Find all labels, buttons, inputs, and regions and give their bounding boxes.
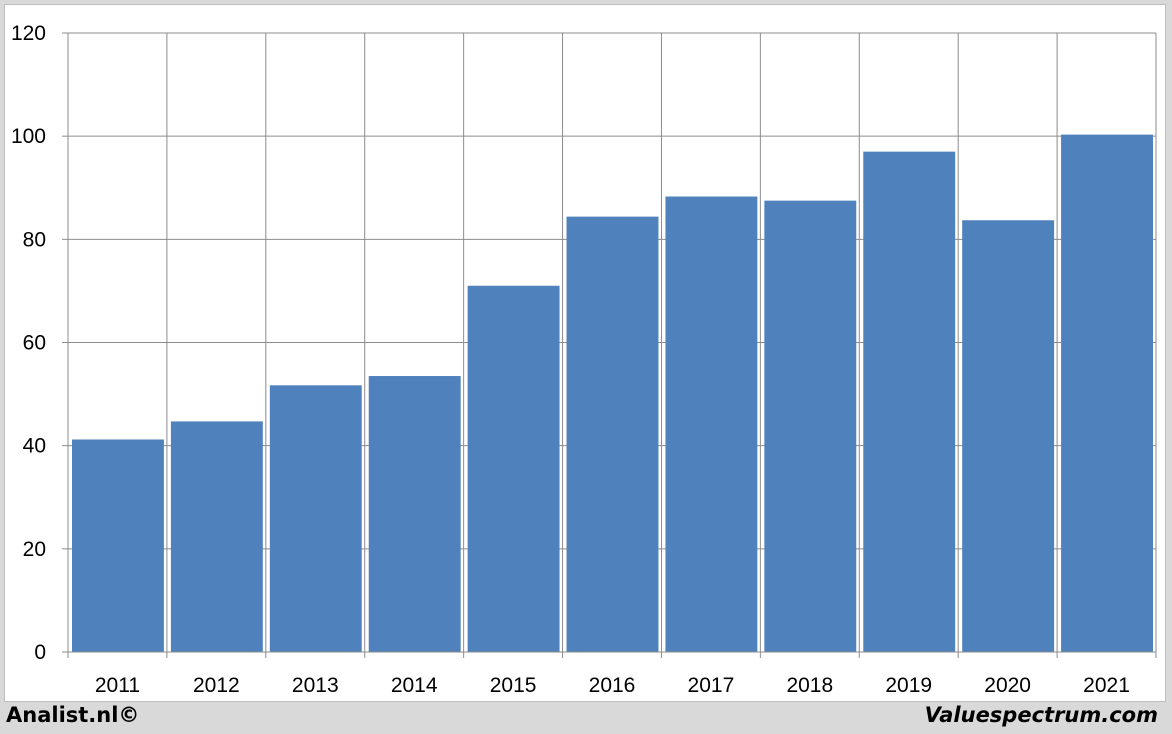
y-tick-label: 20 (23, 538, 46, 561)
x-tick-label: 2013 (292, 674, 339, 697)
footer-site-label: Valuespectrum.com (924, 703, 1158, 727)
x-tick-label: 2012 (193, 674, 240, 697)
x-tick-label: 2020 (984, 674, 1031, 697)
bar-2018 (764, 200, 857, 653)
x-tick-label: 2021 (1083, 674, 1130, 697)
x-tick-label: 2016 (589, 674, 636, 697)
x-tick-label: 2011 (95, 674, 140, 697)
y-tick-label: 100 (11, 125, 46, 148)
bar-2021 (1061, 134, 1153, 653)
bar-2020 (962, 220, 1055, 652)
y-tick-label: 60 (23, 332, 46, 355)
bar-2016 (566, 216, 659, 653)
bar-2017 (665, 196, 758, 652)
x-tick-label: 2018 (786, 674, 833, 697)
x-tick-label: 2017 (688, 674, 735, 697)
bar-2014 (368, 376, 461, 652)
x-tick-label: 2015 (490, 674, 537, 697)
bar-2013 (269, 385, 362, 652)
x-tick-label: 2014 (391, 674, 438, 697)
footer-source-label: Analist.nl© (6, 703, 140, 727)
y-tick-label: 40 (23, 435, 46, 458)
y-tick-label: 120 (11, 22, 46, 45)
y-tick-label: 80 (23, 228, 46, 251)
bar-2011 (72, 439, 164, 652)
y-tick-label: 0 (34, 641, 46, 664)
bar-2015 (467, 285, 560, 652)
x-tick-label: 2019 (885, 674, 932, 697)
bar-2019 (863, 151, 956, 652)
bar-2012 (170, 421, 263, 652)
